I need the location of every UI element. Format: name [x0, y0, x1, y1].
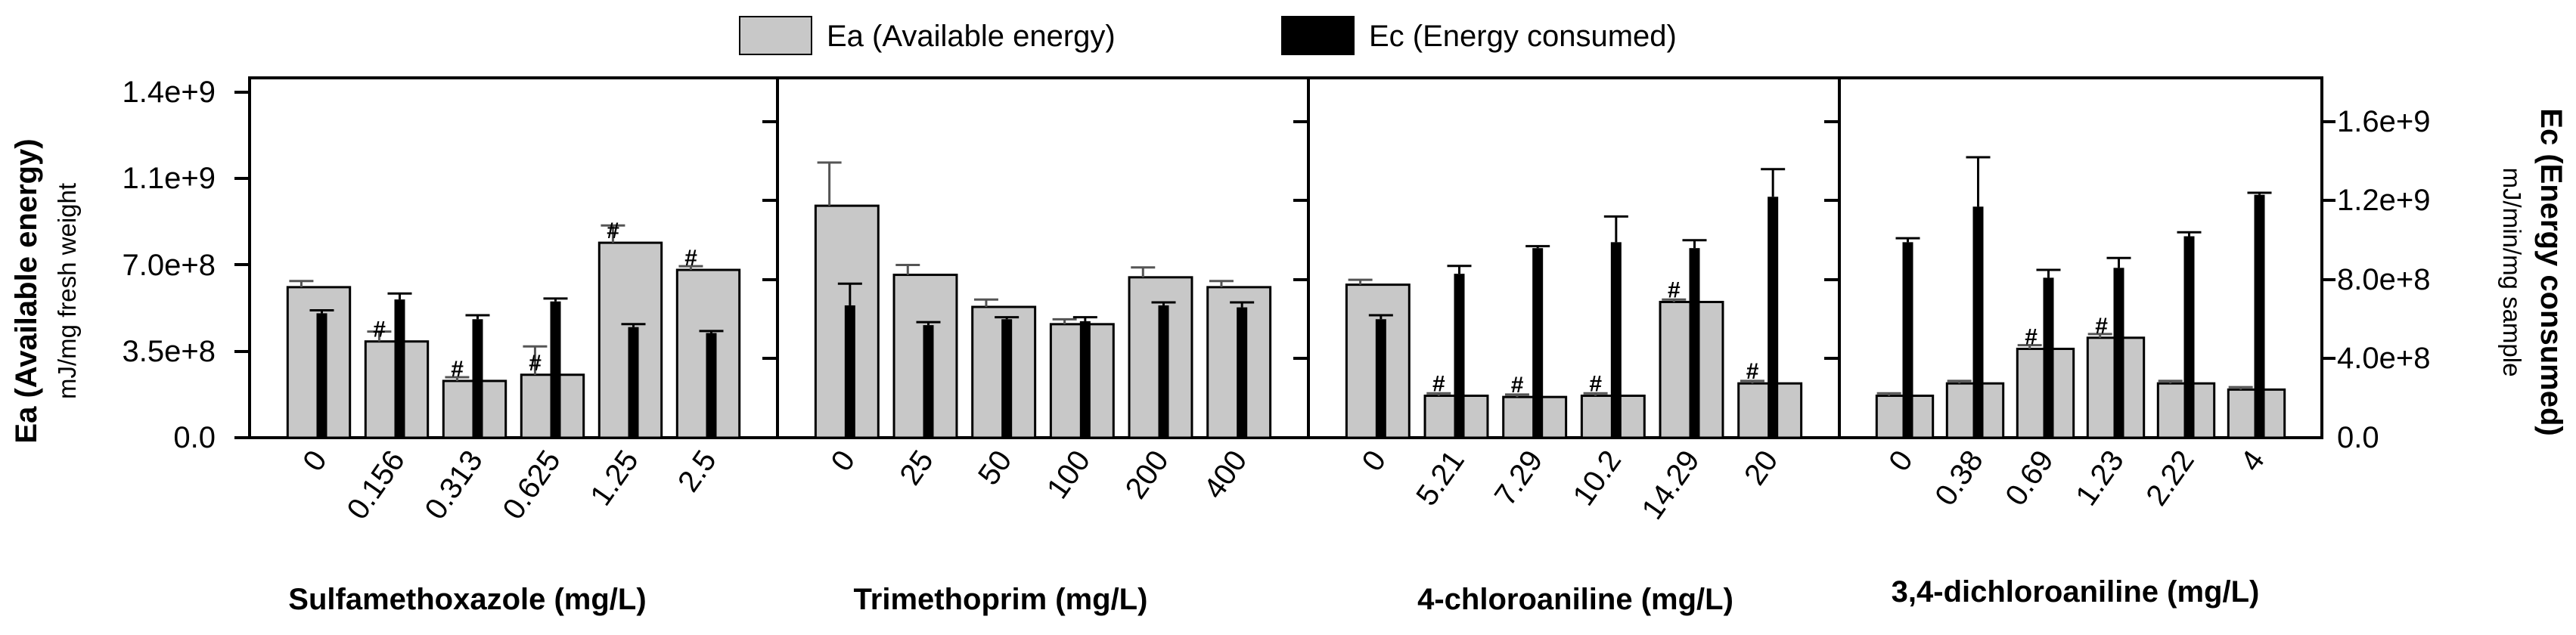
ec-bar	[628, 327, 639, 438]
significance-mark: #	[1511, 373, 1524, 398]
ec-bar	[1902, 242, 1913, 438]
left-axis-title: Ea (Available energy) mJ/mg fresh weight	[10, 138, 81, 443]
right-tick-label: 4.0e+8	[2337, 342, 2430, 375]
x-tick-label: 20	[1738, 444, 1785, 491]
right-axis-title-main: Ec (Energy consumed)	[2534, 108, 2568, 435]
x-tick-label: 1.25	[584, 444, 645, 512]
x-tick-label: 2.5	[672, 444, 723, 498]
x-tick-label: 0.69	[1999, 444, 2060, 512]
right-tick-label: 1.2e+9	[2337, 184, 2430, 217]
ec-bar	[1375, 319, 1386, 438]
panel-xlabel: Trimethoprim (mg/L)	[854, 583, 1148, 616]
panel-frame	[1838, 76, 2323, 439]
left-axis-title-sub: mJ/mg fresh weight	[53, 183, 81, 399]
x-tick-label: 0	[824, 444, 861, 477]
ec-bar	[1689, 248, 1700, 438]
x-tick-label: 5.21	[1410, 444, 1471, 512]
x-tick-label: 4	[2234, 444, 2271, 477]
x-tick-label: 0.625	[496, 444, 566, 525]
panel-xlabels: Sulfamethoxazole (mg/L) Trimethoprim (mg…	[288, 575, 2259, 616]
significance-mark: #	[529, 351, 542, 376]
ec-bar	[550, 301, 561, 438]
ec-bar	[706, 333, 717, 438]
ec-bar	[2113, 268, 2124, 438]
ec-bar	[844, 305, 855, 438]
panel-bars: 0 0.38 #0.69 #1.23 2.22 4	[1875, 156, 2286, 512]
right-tick-label: 1.6e+9	[2337, 105, 2430, 138]
bars-layer: 0#0.156#0.313#0.625#1.25#2.5 0 25 50 100 200 4…	[286, 156, 2286, 525]
ec-bar	[923, 325, 934, 438]
right-axis-title-sub: mJ/min/mg sample	[2498, 168, 2526, 377]
x-tick-label: 0	[1355, 444, 1392, 477]
x-tick-label: 7.29	[1488, 444, 1550, 512]
significance-mark: #	[1589, 372, 1602, 397]
ec-bar	[394, 299, 405, 438]
ec-bar	[316, 313, 327, 438]
right-axis-title: Ec (Energy consumed) mJ/min/mg sample	[2498, 108, 2568, 435]
panel-xlabel: 4-chloroaniline (mg/L)	[1417, 583, 1733, 616]
ec-bar	[2183, 236, 2195, 438]
left-tick-label: 0.0	[173, 421, 216, 454]
ec-bar	[1237, 307, 1248, 438]
x-tick-label: 10.2	[1567, 444, 1628, 512]
x-tick-label: 0.38	[1929, 444, 1990, 512]
significance-mark: #	[1668, 277, 1681, 302]
x-tick-label: 2.22	[2140, 444, 2201, 512]
legend-label-ec: Ec (Energy consumed)	[1369, 20, 1677, 53]
ec-bar	[2254, 194, 2265, 438]
significance-mark: #	[1746, 359, 1759, 384]
right-tick-label: 8.0e+8	[2337, 263, 2430, 296]
left-tick-marks	[234, 91, 250, 439]
significance-mark: #	[2025, 324, 2038, 349]
right-axis-ticks: 0.0 4.0e+8 8.0e+8 1.2e+9 1.6e+9	[2337, 105, 2430, 454]
ec-bar	[472, 319, 483, 438]
ec-bar	[1158, 305, 1169, 438]
left-tick-label: 3.5e+8	[123, 335, 216, 368]
panel-bars: 0 #0.156 #0.313 #0.625 #1.25 #2.5	[286, 218, 741, 525]
panel-xlabel: 3,4-dichloroaniline (mg/L)	[1892, 575, 2260, 609]
x-tick-label: 0	[1882, 444, 1920, 477]
x-tick-label: 100	[1041, 444, 1097, 505]
x-tick-label: 14.29	[1635, 444, 1705, 525]
left-tick-label: 1.4e+9	[123, 76, 216, 109]
significance-mark: #	[2095, 314, 2108, 339]
left-tick-label: 1.1e+9	[123, 162, 216, 195]
ec-bar	[1532, 248, 1544, 438]
significance-mark: #	[451, 357, 464, 382]
ec-bar	[1972, 206, 1984, 438]
panel-bars: 0 #5.21 #7.29 #10.2 #14.29 #20	[1345, 168, 1803, 525]
ec-bar	[1079, 321, 1091, 438]
x-tick-label: 400	[1197, 444, 1253, 505]
x-tick-label: 0	[296, 444, 334, 477]
legend-label-ea: Ea (Available energy)	[827, 20, 1116, 53]
left-axis-ticks: 0.0 3.5e+8 7.0e+8 1.1e+9 1.4e+9	[123, 76, 216, 454]
ec-bar	[2043, 277, 2054, 438]
ec-bar	[1610, 242, 1622, 438]
panel-xlabel: Sulfamethoxazole (mg/L)	[288, 583, 646, 616]
significance-mark: #	[1432, 372, 1445, 397]
right-tick-marks	[762, 120, 2335, 360]
left-tick-label: 7.0e+8	[123, 249, 216, 282]
x-tick-label: 0.156	[340, 444, 411, 525]
x-tick-label: 50	[972, 444, 1019, 491]
panel-bars: 0 25 50 100 200 400	[814, 161, 1272, 505]
ec-bar	[1001, 319, 1013, 438]
x-tick-label: 0.313	[418, 444, 489, 525]
panel-frames	[248, 76, 2323, 439]
right-tick-label: 0.0	[2337, 421, 2379, 454]
legend-swatch-ea	[739, 16, 812, 55]
ec-bar	[1454, 274, 1465, 438]
ec-bar	[1768, 197, 1779, 438]
x-tick-label: 1.23	[2069, 444, 2131, 512]
significance-mark: #	[373, 318, 386, 342]
x-tick-label: 25	[893, 444, 940, 491]
legend: Ea (Available energy) Ec (Energy consume…	[739, 16, 1677, 55]
left-axis-title-main: Ea (Available energy)	[10, 138, 43, 443]
x-tick-label: 200	[1119, 444, 1175, 505]
significance-mark: #	[684, 246, 697, 271]
legend-swatch-ec	[1281, 16, 1355, 55]
significance-mark: #	[607, 218, 619, 243]
